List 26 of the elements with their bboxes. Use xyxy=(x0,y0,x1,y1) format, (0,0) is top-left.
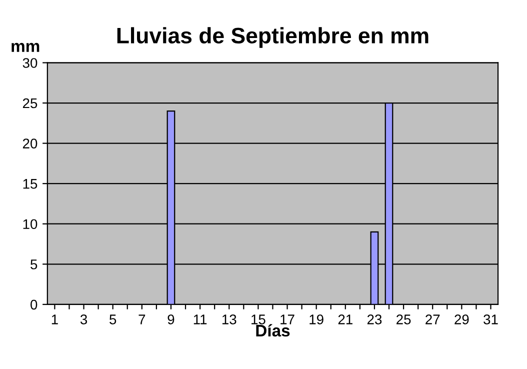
y-tick-label: 30 xyxy=(22,58,38,68)
x-tick-label: 1 xyxy=(52,314,58,324)
y-tick-label: 20 xyxy=(22,138,38,148)
x-tick-label: 11 xyxy=(194,314,207,324)
x-axis-title: Días xyxy=(256,324,290,337)
x-tick-label: 15 xyxy=(252,314,266,324)
x-tick-label: 7 xyxy=(138,314,146,324)
x-tick-label: 17 xyxy=(280,314,294,324)
x-tick-label: 31 xyxy=(484,314,498,324)
x-tick-label: 29 xyxy=(454,314,469,324)
y-tick-label: 15 xyxy=(23,179,38,189)
y-tick-label: 0 xyxy=(30,300,38,310)
x-tick-label: 25 xyxy=(396,314,411,324)
x-tick-label: 19 xyxy=(310,314,324,324)
x-tick-label: 23 xyxy=(367,314,382,324)
y-axis-title: mm xyxy=(12,42,40,52)
x-tick-label: 5 xyxy=(110,314,116,324)
chart-title: Lluvias de Septiembre en mm xyxy=(117,27,428,48)
x-tick-label: 27 xyxy=(426,314,440,324)
x-tick-label: 13 xyxy=(222,314,236,324)
y-tick-label: 10 xyxy=(23,219,38,230)
x-tick-label: 3 xyxy=(80,314,88,324)
y-tick-label: 5 xyxy=(30,260,38,270)
y-tick-label: 25 xyxy=(22,98,38,108)
x-tick-label: 21 xyxy=(338,314,352,324)
x-tick-label: 9 xyxy=(168,314,174,324)
